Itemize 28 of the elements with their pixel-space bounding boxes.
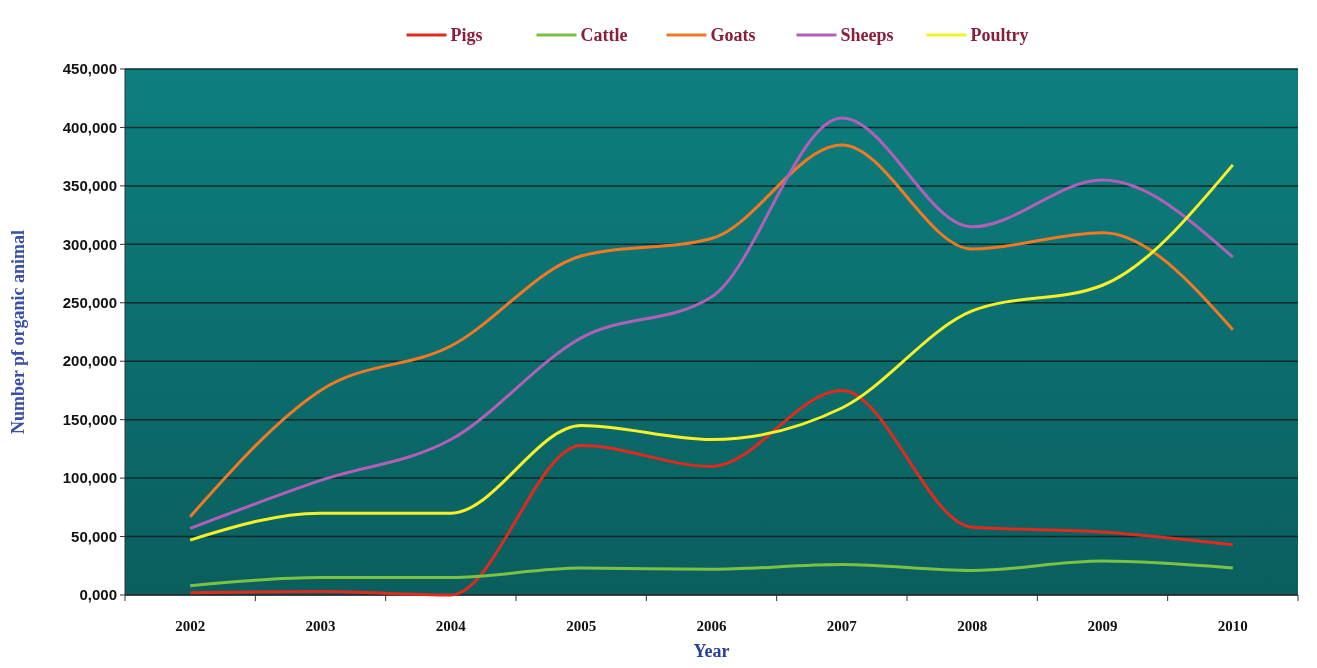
x-axis-title: Year <box>693 641 730 661</box>
y-tick-label: 100,000 <box>62 469 117 487</box>
x-tick-label: 2003 <box>305 618 336 634</box>
legend-label: Sheeps <box>840 25 894 46</box>
legend-label: Cattle <box>580 25 628 46</box>
x-tick-label: 2002 <box>175 618 206 634</box>
y-tick-label: 150,000 <box>62 410 117 428</box>
y-tick-label: 300,000 <box>62 235 117 253</box>
line-series <box>188 388 1235 597</box>
y-tick-label: 50,000 <box>71 527 117 545</box>
x-tick-label: 2006 <box>696 618 727 634</box>
y-tick-label: 400,000 <box>62 118 117 136</box>
x-tick-label: 2004 <box>435 618 467 634</box>
y-axis-title: Number pf organic animal <box>8 229 28 435</box>
x-tick-label: 2009 <box>1087 618 1118 634</box>
legend-label: Pigs <box>450 25 483 46</box>
x-tick-label: 2005 <box>566 618 597 634</box>
x-tick-label: 2010 <box>1217 618 1248 634</box>
legend-label: Goats <box>710 25 756 46</box>
y-tick-label: 0,000 <box>79 586 117 604</box>
y-tick-label: 450,000 <box>62 60 117 78</box>
x-tick-label: 2007 <box>826 618 858 634</box>
y-tick-label: 200,000 <box>62 352 117 370</box>
x-tick-label: 2008 <box>957 618 988 634</box>
y-tick-label: 250,000 <box>62 294 117 312</box>
legend-label: Poultry <box>970 25 1029 46</box>
y-tick-label: 350,000 <box>62 177 117 195</box>
line-series <box>188 559 1235 588</box>
